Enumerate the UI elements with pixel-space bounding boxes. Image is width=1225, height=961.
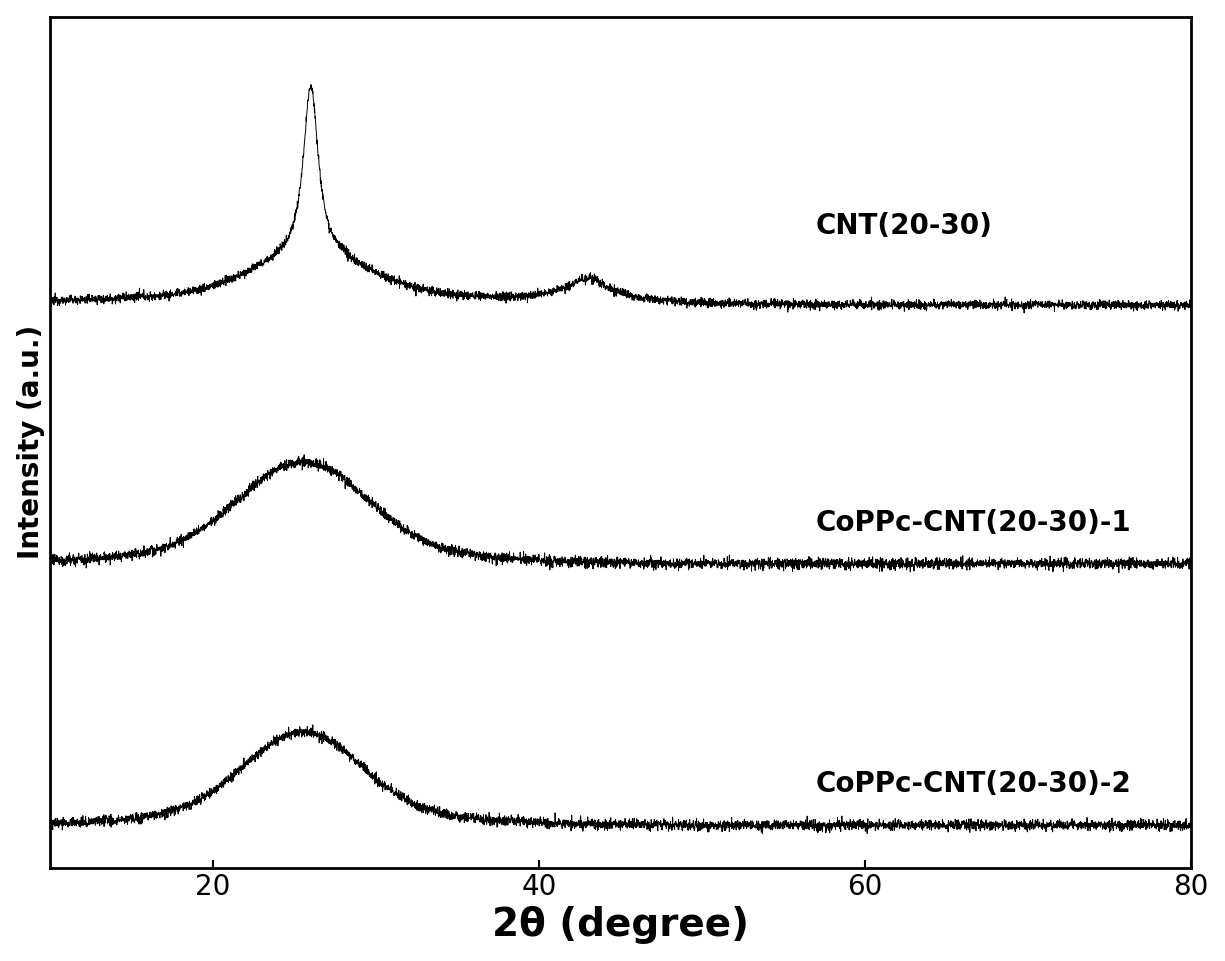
Text: CoPPc-CNT(20-30)-2: CoPPc-CNT(20-30)-2	[816, 770, 1132, 798]
Text: CoPPc-CNT(20-30)-1: CoPPc-CNT(20-30)-1	[816, 509, 1132, 537]
Y-axis label: Intensity (a.u.): Intensity (a.u.)	[17, 325, 44, 559]
X-axis label: 2θ (degree): 2θ (degree)	[492, 906, 748, 945]
Text: CNT(20-30): CNT(20-30)	[816, 211, 992, 239]
